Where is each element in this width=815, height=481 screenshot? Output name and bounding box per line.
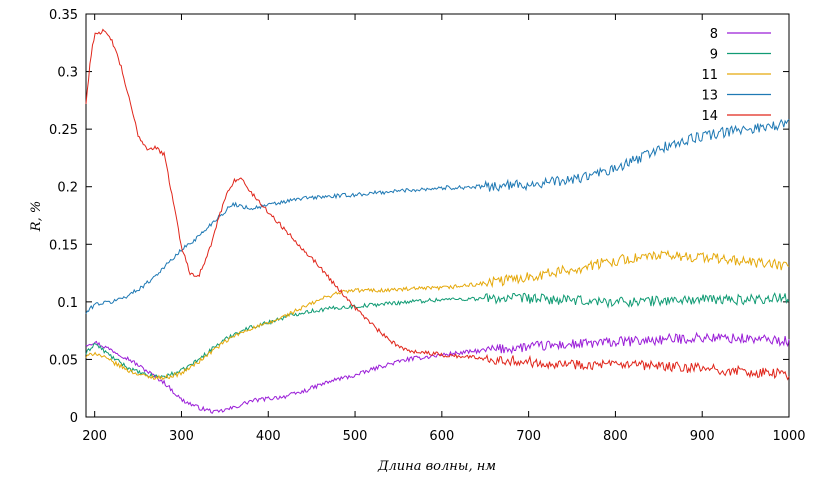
series-line-13: [85, 118, 790, 314]
y-tick-label: 0.3: [57, 66, 78, 81]
legend-label-11: 11: [701, 68, 718, 83]
y-tick-label: 0.05: [49, 353, 78, 368]
x-tick-label: 600: [429, 429, 454, 444]
series-layer: [85, 28, 790, 414]
y-axis: 0 0.05 0.1 0.15 0.2 0.25 0.3 0.35: [49, 8, 789, 426]
legend: 8 9 11 13 14: [701, 27, 771, 124]
legend-label-14: 14: [701, 109, 718, 124]
x-tick-label: 500: [343, 429, 368, 444]
y-tick-label: 0.25: [49, 123, 78, 138]
plot-frame: [85, 13, 790, 418]
series-line-14: [85, 28, 790, 381]
x-tick-label: 200: [82, 429, 107, 444]
x-tick-label: 700: [516, 429, 541, 444]
series-line-9: [85, 292, 790, 379]
legend-label-13: 13: [701, 89, 718, 104]
series-line-8: [85, 331, 790, 414]
x-tick-label: 400: [256, 429, 281, 444]
y-tick-label: 0.15: [49, 238, 78, 253]
y-tick-label: 0.2: [57, 181, 78, 196]
x-tick-label: 800: [603, 429, 628, 444]
y-tick-label: 0.1: [57, 296, 78, 311]
x-tick-label: 1000: [772, 429, 805, 444]
x-tick-label: 300: [169, 429, 194, 444]
y-tick-label: 0: [70, 411, 78, 426]
legend-label-8: 8: [710, 27, 718, 42]
y-tick-label: 0.35: [49, 8, 78, 23]
x-axis-label: Длина волны, нм: [377, 459, 496, 474]
x-axis: 200 300 400 500 600 700 800 900 1000: [82, 14, 806, 444]
y-axis-label: R, %: [29, 201, 44, 232]
x-tick-label: 900: [690, 429, 715, 444]
legend-label-9: 9: [710, 48, 718, 63]
series-line-11: [85, 249, 790, 381]
